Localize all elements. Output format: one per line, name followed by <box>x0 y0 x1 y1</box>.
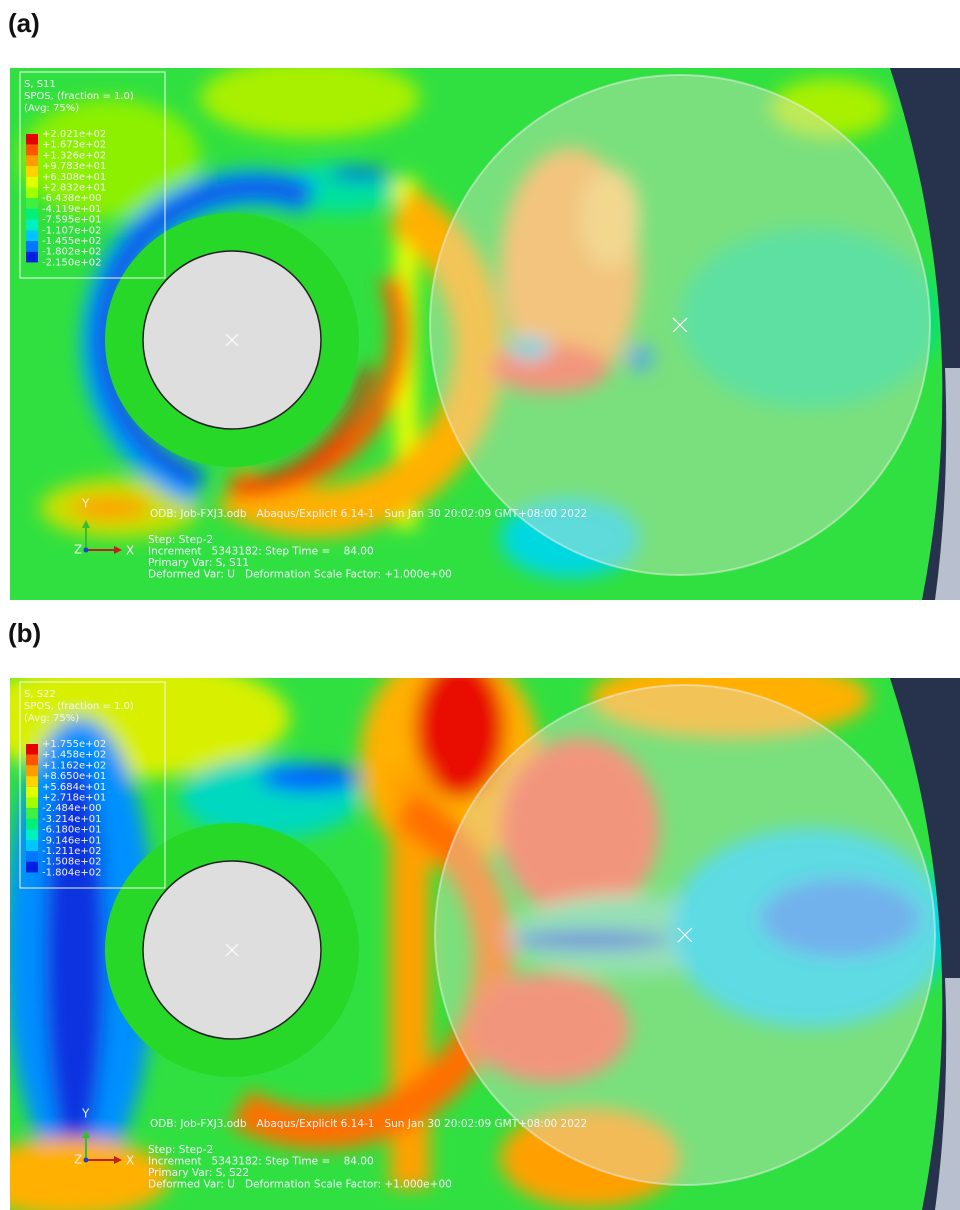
contour-region <box>260 764 360 792</box>
legend-swatch <box>26 819 38 830</box>
legend-swatch <box>26 230 38 241</box>
legend-swatch <box>26 851 38 862</box>
legend-swatch <box>26 840 38 851</box>
legend-swatch <box>26 765 38 776</box>
axis-y: Y <box>81 497 90 511</box>
legend-value: +1.326e+02 <box>42 150 106 161</box>
step-info: Deformed Var: U Deformation Scale Factor… <box>148 569 452 581</box>
legend-value: -6.438e+00 <box>42 193 102 204</box>
legend-value: -1.804e+02 <box>42 867 102 878</box>
legend-title: (Avg: 75%) <box>24 103 79 114</box>
axis-z: Z <box>74 543 82 557</box>
legend-swatch <box>26 134 38 145</box>
legend-swatch <box>26 198 38 209</box>
axis-x: X <box>126 1154 134 1168</box>
odb-info: ODB: Job-FXJ3.odb Abaqus/Explicit 6.14-1… <box>150 1118 587 1130</box>
legend-value: +2.021e+02 <box>42 129 106 140</box>
legend-swatch <box>26 755 38 766</box>
contour-plot: S, S22SPOS, (fraction = 1.0)(Avg: 75%) +1… <box>10 678 960 1210</box>
panel-label: (a) <box>8 8 40 39</box>
legend-swatch <box>26 188 38 199</box>
legend-swatch <box>26 808 38 819</box>
legend-swatch <box>26 177 38 188</box>
z-dot <box>84 548 89 553</box>
legend-title: SPOS, (fraction = 1.0) <box>24 91 134 102</box>
legend-value: -1.107e+02 <box>42 225 102 236</box>
legend-value: -1.455e+02 <box>42 236 102 247</box>
step-info: Increment 5343182: Step Time = 84.00 <box>148 546 374 558</box>
legend-swatch <box>26 241 38 252</box>
legend-value: -1.802e+02 <box>42 247 102 258</box>
legend-swatch <box>26 166 38 177</box>
legend-value: +8.650e+01 <box>42 771 106 782</box>
axis-z: Z <box>74 1153 82 1167</box>
legend-swatch <box>26 155 38 166</box>
panel-label: (b) <box>8 618 41 649</box>
legend-value: -3.214e+01 <box>42 814 102 825</box>
legend-value: +1.673e+02 <box>42 140 106 151</box>
legend-value: -6.180e+01 <box>42 825 102 836</box>
legend-title: S, S22 <box>24 689 56 700</box>
axis-x: X <box>126 544 134 558</box>
legend-swatch <box>26 145 38 156</box>
legend-value: +5.684e+01 <box>42 782 106 793</box>
legend-value: +1.755e+02 <box>42 739 106 750</box>
legend-swatch <box>26 862 38 873</box>
contour-region <box>330 168 390 180</box>
page: (a)S, S11SPOS, (fraction = 1.0)(Avg: 75%… <box>0 0 960 1202</box>
legend-value: +9.783e+01 <box>42 161 106 172</box>
legend-swatch <box>26 252 38 263</box>
step-info: Deformed Var: U Deformation Scale Factor… <box>148 1179 452 1191</box>
legend-value: -1.508e+02 <box>42 857 102 868</box>
axis-y: Y <box>81 1107 90 1121</box>
z-dot <box>84 1158 89 1163</box>
legend-swatch <box>26 776 38 787</box>
legend-title: (Avg: 75%) <box>24 713 79 724</box>
legend-swatch <box>26 798 38 809</box>
legend-value: -2.484e+00 <box>42 803 102 814</box>
legend-swatch <box>26 220 38 231</box>
legend-value: -2.150e+02 <box>42 257 102 268</box>
step-info: Step: Step-2 <box>148 1144 213 1156</box>
legend-value: -1.211e+02 <box>42 846 102 857</box>
legend-swatch <box>26 744 38 755</box>
legend-swatch <box>26 209 38 220</box>
step-info: Increment 5343182: Step Time = 84.00 <box>148 1156 374 1168</box>
legend-value: -4.119e+01 <box>42 204 102 215</box>
step-info: Primary Var: S, S11 <box>148 557 249 569</box>
odb-info: ODB: Job-FXJ3.odb Abaqus/Explicit 6.14-1… <box>150 508 587 520</box>
legend-value: +2.832e+01 <box>42 183 106 194</box>
legend-value: +1.458e+02 <box>42 750 106 761</box>
legend-title: S, S11 <box>24 79 56 90</box>
legend-value: +1.162e+02 <box>42 760 106 771</box>
step-info: Step: Step-2 <box>148 534 213 546</box>
legend-swatch <box>26 787 38 798</box>
step-info: Primary Var: S, S22 <box>148 1167 249 1179</box>
legend-swatch <box>26 830 38 841</box>
legend-value: +6.308e+01 <box>42 172 106 183</box>
legend-value: +2.718e+01 <box>42 793 106 804</box>
legend-value: -7.595e+01 <box>42 215 102 226</box>
legend-title: SPOS, (fraction = 1.0) <box>24 701 134 712</box>
legend-value: -9.146e+01 <box>42 835 102 846</box>
